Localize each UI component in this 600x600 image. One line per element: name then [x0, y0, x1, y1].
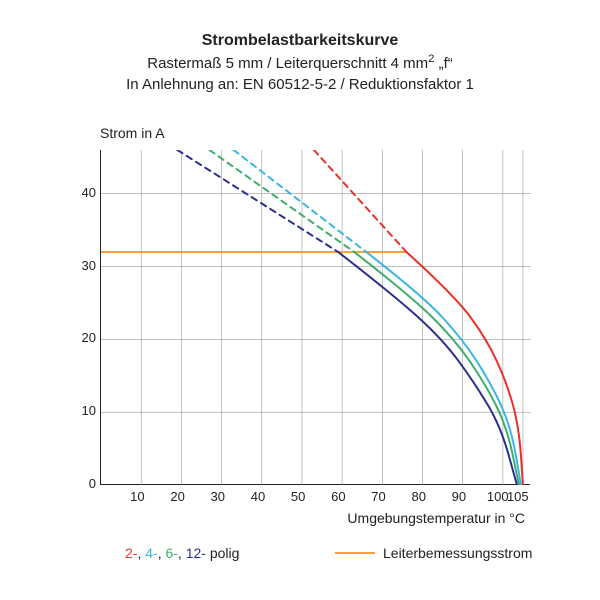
legend-pole: 2- — [125, 545, 137, 561]
legend-poles: 2-, 4-, 6-, 12- polig — [125, 545, 239, 561]
title-sub2: In Anlehnung an: EN 60512-5-2 / Reduktio… — [0, 74, 600, 95]
legend-suffix: polig — [206, 545, 239, 561]
x-tick: 100 — [487, 489, 509, 504]
legend-pole: 12- — [186, 545, 206, 561]
plot-area — [100, 150, 530, 485]
legend-pole: 6- — [165, 545, 177, 561]
x-tick: 30 — [211, 489, 225, 504]
title-block: Strombelastbarkeitskurve Rastermaß 5 mm … — [0, 30, 600, 95]
title-sub1a: Rastermaß 5 mm / Leiterquerschnitt 4 mm — [147, 55, 428, 72]
y-tick: 40 — [72, 185, 96, 200]
x-tick: 50 — [291, 489, 305, 504]
legend-ref-label: Leiterbemessungsstrom — [383, 545, 532, 561]
x-tick: 20 — [170, 489, 184, 504]
title-main: Strombelastbarkeitskurve — [0, 30, 600, 52]
x-tick: 80 — [411, 489, 425, 504]
x-axis-label: Umgebungstemperatur in °C — [300, 510, 525, 526]
legend-ref-line-icon — [335, 552, 375, 554]
chart-page: Strombelastbarkeitskurve Rastermaß 5 mm … — [0, 0, 600, 600]
x-tick: 90 — [452, 489, 466, 504]
x-tick: 60 — [331, 489, 345, 504]
x-tick: 105 — [507, 489, 529, 504]
x-tick: 70 — [371, 489, 385, 504]
title-sub1b: „f“ — [434, 55, 452, 72]
x-tick: 10 — [130, 489, 144, 504]
legend-pole: 4- — [145, 545, 157, 561]
title-sub1: Rastermaß 5 mm / Leiterquerschnitt 4 mm2… — [0, 52, 600, 74]
legend-ref: Leiterbemessungsstrom — [335, 545, 532, 561]
legend-sep: , — [178, 545, 186, 561]
x-tick: 40 — [251, 489, 265, 504]
chart-svg — [101, 150, 531, 485]
y-tick: 10 — [72, 403, 96, 418]
y-tick: 20 — [72, 330, 96, 345]
y-axis-label: Strom in A — [100, 125, 165, 141]
y-tick: 30 — [72, 258, 96, 273]
y-tick: 0 — [72, 476, 96, 491]
